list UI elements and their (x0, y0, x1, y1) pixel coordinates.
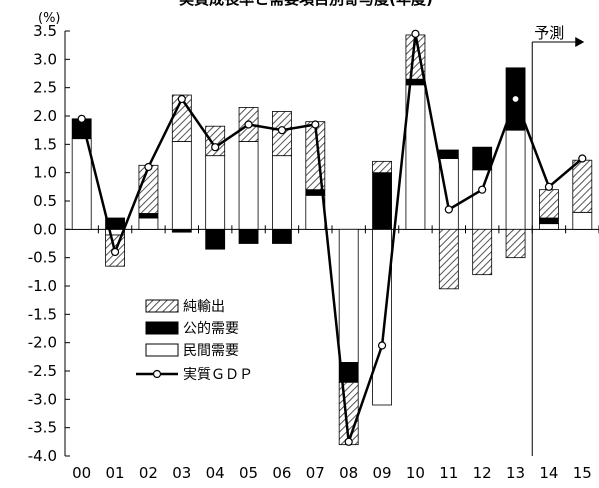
x-tick-label: 15 (573, 464, 592, 482)
bar-private-demand (138, 217, 159, 230)
gdp-point (144, 162, 153, 172)
y-tick-label: 0.5 (33, 192, 57, 210)
bar-public-demand (238, 228, 259, 244)
bar-public-demand (205, 228, 226, 250)
x-tick-label: 07 (306, 464, 325, 482)
legend-swatch-real-gdp-marker (152, 369, 162, 379)
y-tick-label: 2.5 (33, 79, 57, 97)
x-tick-label: 12 (473, 464, 492, 482)
axes: 3.5 3.0 2.5 2.0 1.5 1.0 0.5 0.0 -0.5 -1.0 -1.5 -2.0… (28, 22, 599, 482)
y-tick-label: -1.0 (28, 277, 57, 295)
bar-public-demand (138, 213, 159, 219)
bar-public-demand (372, 172, 392, 230)
bar-net-exports (438, 228, 459, 290)
bar-private-demand (205, 155, 226, 230)
chart-title: 実質成長率と需要項目別寄与度(年度) (179, 0, 433, 8)
legend-label-real-gdp: 実質ＧＤＰ (183, 367, 253, 383)
bar-net-exports (372, 160, 392, 174)
x-tick-label: 08 (339, 464, 358, 482)
y-tick-label: -2.0 (28, 334, 57, 352)
y-tick-label: 0.0 (33, 220, 57, 238)
y-tick-label: -2.5 (28, 362, 57, 380)
y-tick-label: 3.5 (33, 22, 57, 40)
y-tick-label: 3.0 (33, 50, 57, 68)
gdp-point (411, 29, 420, 38)
y-axis-unit: (%) (38, 11, 61, 26)
gdp-point (578, 154, 587, 163)
bar-public-demand (272, 228, 292, 244)
bar-private-demand (472, 169, 493, 230)
bar-net-exports (572, 159, 593, 213)
y-tick-label: -0.5 (28, 249, 57, 267)
bar-private-demand (71, 138, 92, 230)
x-tick-label: 04 (206, 464, 225, 482)
forecast-label: 予測 (534, 24, 564, 42)
forecast-arrow-head (575, 37, 585, 47)
gdp-line-path (80, 32, 584, 444)
bar-private-demand (505, 129, 526, 230)
bar-private-demand (338, 228, 359, 363)
gdp-point (544, 182, 554, 191)
y-tick-label: -4.0 (28, 447, 57, 465)
x-tick-label: 11 (439, 464, 458, 482)
x-tick-label: 01 (106, 464, 125, 482)
bar-private-demand (539, 223, 559, 230)
y-tick-label: -3.0 (28, 390, 57, 408)
legend: 純輸出 公的需要 民間需要 実質ＧＤＰ (136, 299, 253, 383)
bar-public-demand (405, 78, 426, 86)
x-tick-label: 00 (72, 464, 91, 482)
bar-private-demand (272, 155, 292, 230)
x-tick-label: 03 (172, 464, 191, 482)
gdp-point (110, 247, 120, 257)
forecast-marker: 予測 (531, 24, 585, 456)
gdp-point (311, 120, 320, 129)
x-tick-label: 13 (506, 464, 525, 482)
gdp-point (277, 126, 287, 135)
bar-net-exports (505, 228, 526, 259)
legend-label-public-demand: 公的需要 (183, 321, 239, 337)
gdp-point (444, 205, 453, 214)
gdp-point (177, 94, 186, 104)
gdp-point (344, 437, 353, 446)
bar-public-demand (171, 228, 192, 233)
bar-net-exports (472, 228, 493, 276)
legend-label-private-demand: 民間需要 (183, 343, 239, 359)
gdp-line (77, 29, 587, 446)
bar-public-demand (105, 217, 125, 230)
bar-private-demand (372, 228, 392, 406)
bar-private-demand (305, 194, 326, 230)
x-tick-label: 06 (272, 464, 291, 482)
bar-private-demand (238, 141, 259, 230)
gdp-point (478, 185, 487, 194)
gdp-point (511, 94, 520, 104)
y-tick-label: -1.5 (28, 305, 57, 323)
y-tick-label: -3.5 (28, 419, 57, 437)
x-tick-label: 14 (539, 464, 558, 482)
y-tick-label: 1.0 (33, 164, 57, 182)
gdp-point (244, 120, 253, 129)
bar-public-demand (539, 217, 559, 225)
y-tick-label: 2.0 (33, 107, 57, 125)
bar-public-demand (472, 146, 493, 171)
legend-swatch-private-demand (145, 343, 179, 357)
bar-net-exports (539, 189, 559, 219)
legend-swatch-net-exports (145, 299, 179, 313)
legend-label-net-exports: 純輸出 (183, 299, 225, 315)
x-tick-label: 10 (406, 464, 425, 482)
y-tick-label: 1.5 (33, 135, 57, 153)
gdp-point (377, 341, 387, 350)
bar-public-demand (438, 149, 459, 159)
bar-net-exports (138, 164, 159, 214)
gdp-point (211, 143, 220, 152)
bar-private-demand (171, 141, 192, 230)
bar-private-demand (572, 211, 593, 230)
legend-swatch-public-demand (145, 321, 179, 335)
x-tick-label: 09 (373, 464, 392, 482)
gdp-point (77, 114, 86, 123)
x-tick-label: 05 (239, 464, 258, 482)
x-tick-label: 02 (139, 464, 158, 482)
